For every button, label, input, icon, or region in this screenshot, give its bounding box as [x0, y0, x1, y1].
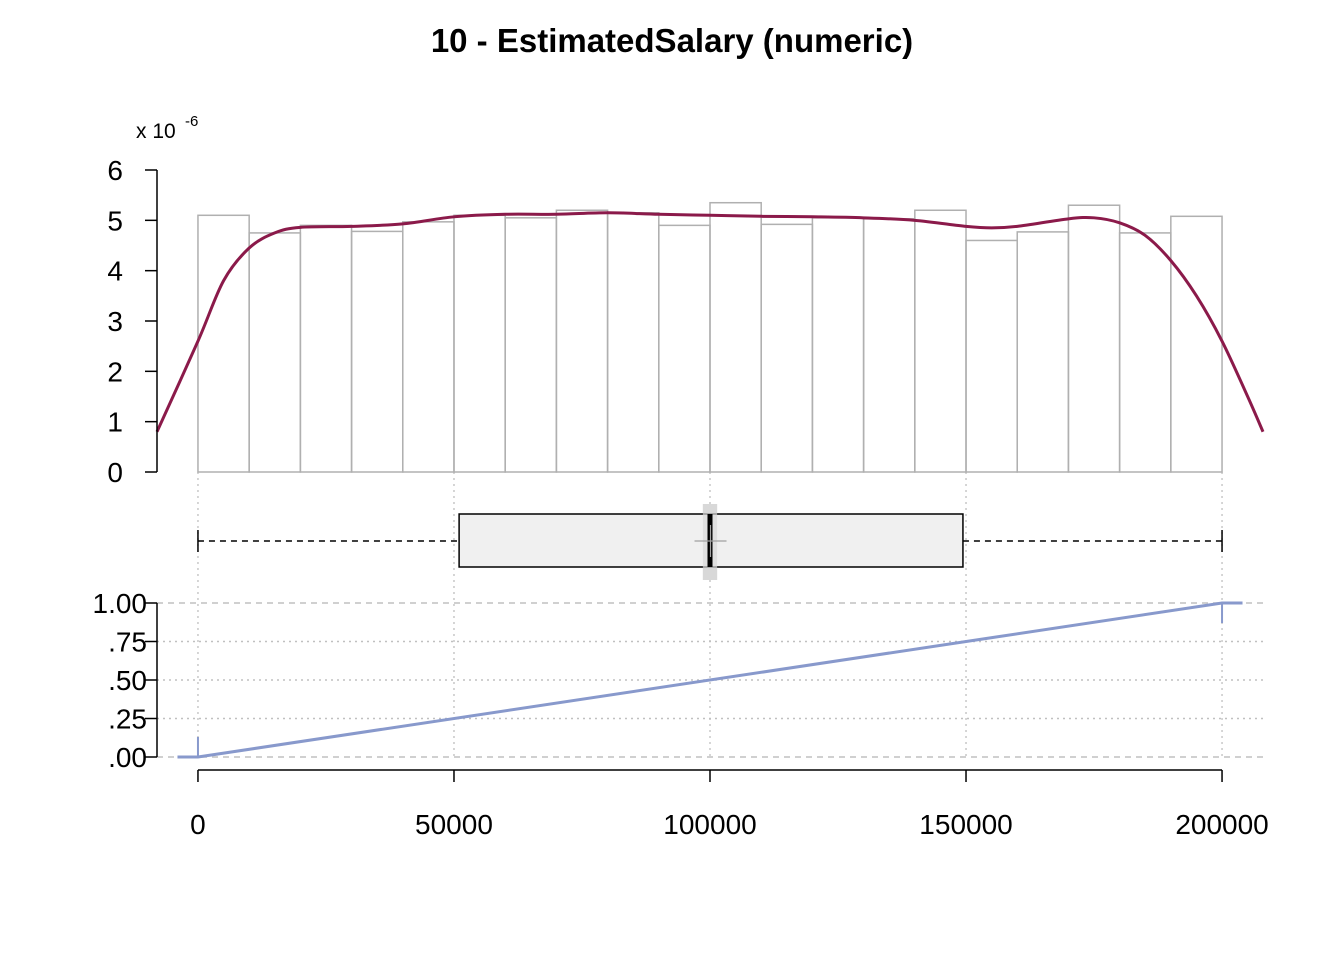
histogram-bar-13 [862, 218, 916, 473]
histogram-bar-16 [1016, 231, 1070, 473]
histogram-y-axis: 0 1 2 3 4 5 6 [107, 155, 158, 488]
density-line [155, 211, 1265, 433]
histogram-y-tick-label-2: 2 [107, 356, 123, 387]
x-tick-label-2: 100000 [663, 809, 756, 840]
histogram-bar-7 [555, 209, 609, 473]
x-tick-label-1: 50000 [415, 809, 493, 840]
histogram-bar-11 [760, 223, 814, 473]
histogram-bar-2 [299, 224, 353, 473]
histogram-bar-6 [504, 217, 558, 473]
histogram-y-tick-label-3: 3 [107, 306, 123, 337]
y-multiplier-base: x 10 [136, 120, 176, 143]
histogram-bar-9 [658, 224, 711, 473]
histogram-y-tick-label-5: 5 [107, 205, 123, 236]
boxplot [197, 504, 1223, 580]
y-multiplier-exponent: -6 [185, 113, 198, 130]
x-tick-label-3: 150000 [919, 809, 1012, 840]
histogram-bar-8 [606, 212, 660, 473]
x-axis: 0 50000 100000 150000 200000 [190, 769, 1269, 840]
chart-title: 10 - EstimatedSalary (numeric) [431, 22, 913, 59]
histogram-bar-3 [350, 230, 404, 473]
histogram-y-tick-label-6: 6 [107, 155, 123, 186]
ecdf-y-tick-label-2: .50 [108, 665, 147, 696]
histogram-bar-17 [1067, 204, 1121, 473]
histogram-y-tick-label-4: 4 [107, 256, 123, 287]
histogram-y-tick-label-1: 1 [107, 407, 123, 438]
histogram-bar-14 [914, 209, 967, 473]
ecdf-line [177, 601, 1243, 759]
ecdf-y-tick-label-0: .00 [108, 742, 147, 773]
x-tick-label-0: 0 [190, 809, 206, 840]
histogram-bar-18 [1118, 232, 1172, 473]
x-tick-label-4: 200000 [1175, 809, 1268, 840]
histogram-y-tick-label-0: 0 [107, 457, 123, 488]
histogram-bar-1 [248, 232, 302, 473]
ecdf-y-axis: .00 .25 .50 .75 1.00 [93, 588, 158, 773]
histogram-bar-19 [1170, 215, 1223, 473]
histogram-y-multiplier: x 10 -6 [136, 113, 198, 143]
histogram-bar-10 [709, 201, 762, 473]
ecdf-y-tick-label-1: .25 [108, 704, 147, 735]
histogram-bar-5 [453, 214, 506, 473]
histogram-bar-12 [811, 217, 865, 473]
ecdf-y-tick-label-4: 1.00 [93, 588, 148, 619]
histogram-bar-4 [402, 221, 455, 473]
histogram-bars [197, 201, 1223, 473]
histogram-bar-15 [965, 239, 1018, 473]
ecdf-y-tick-label-3: .75 [108, 627, 147, 658]
